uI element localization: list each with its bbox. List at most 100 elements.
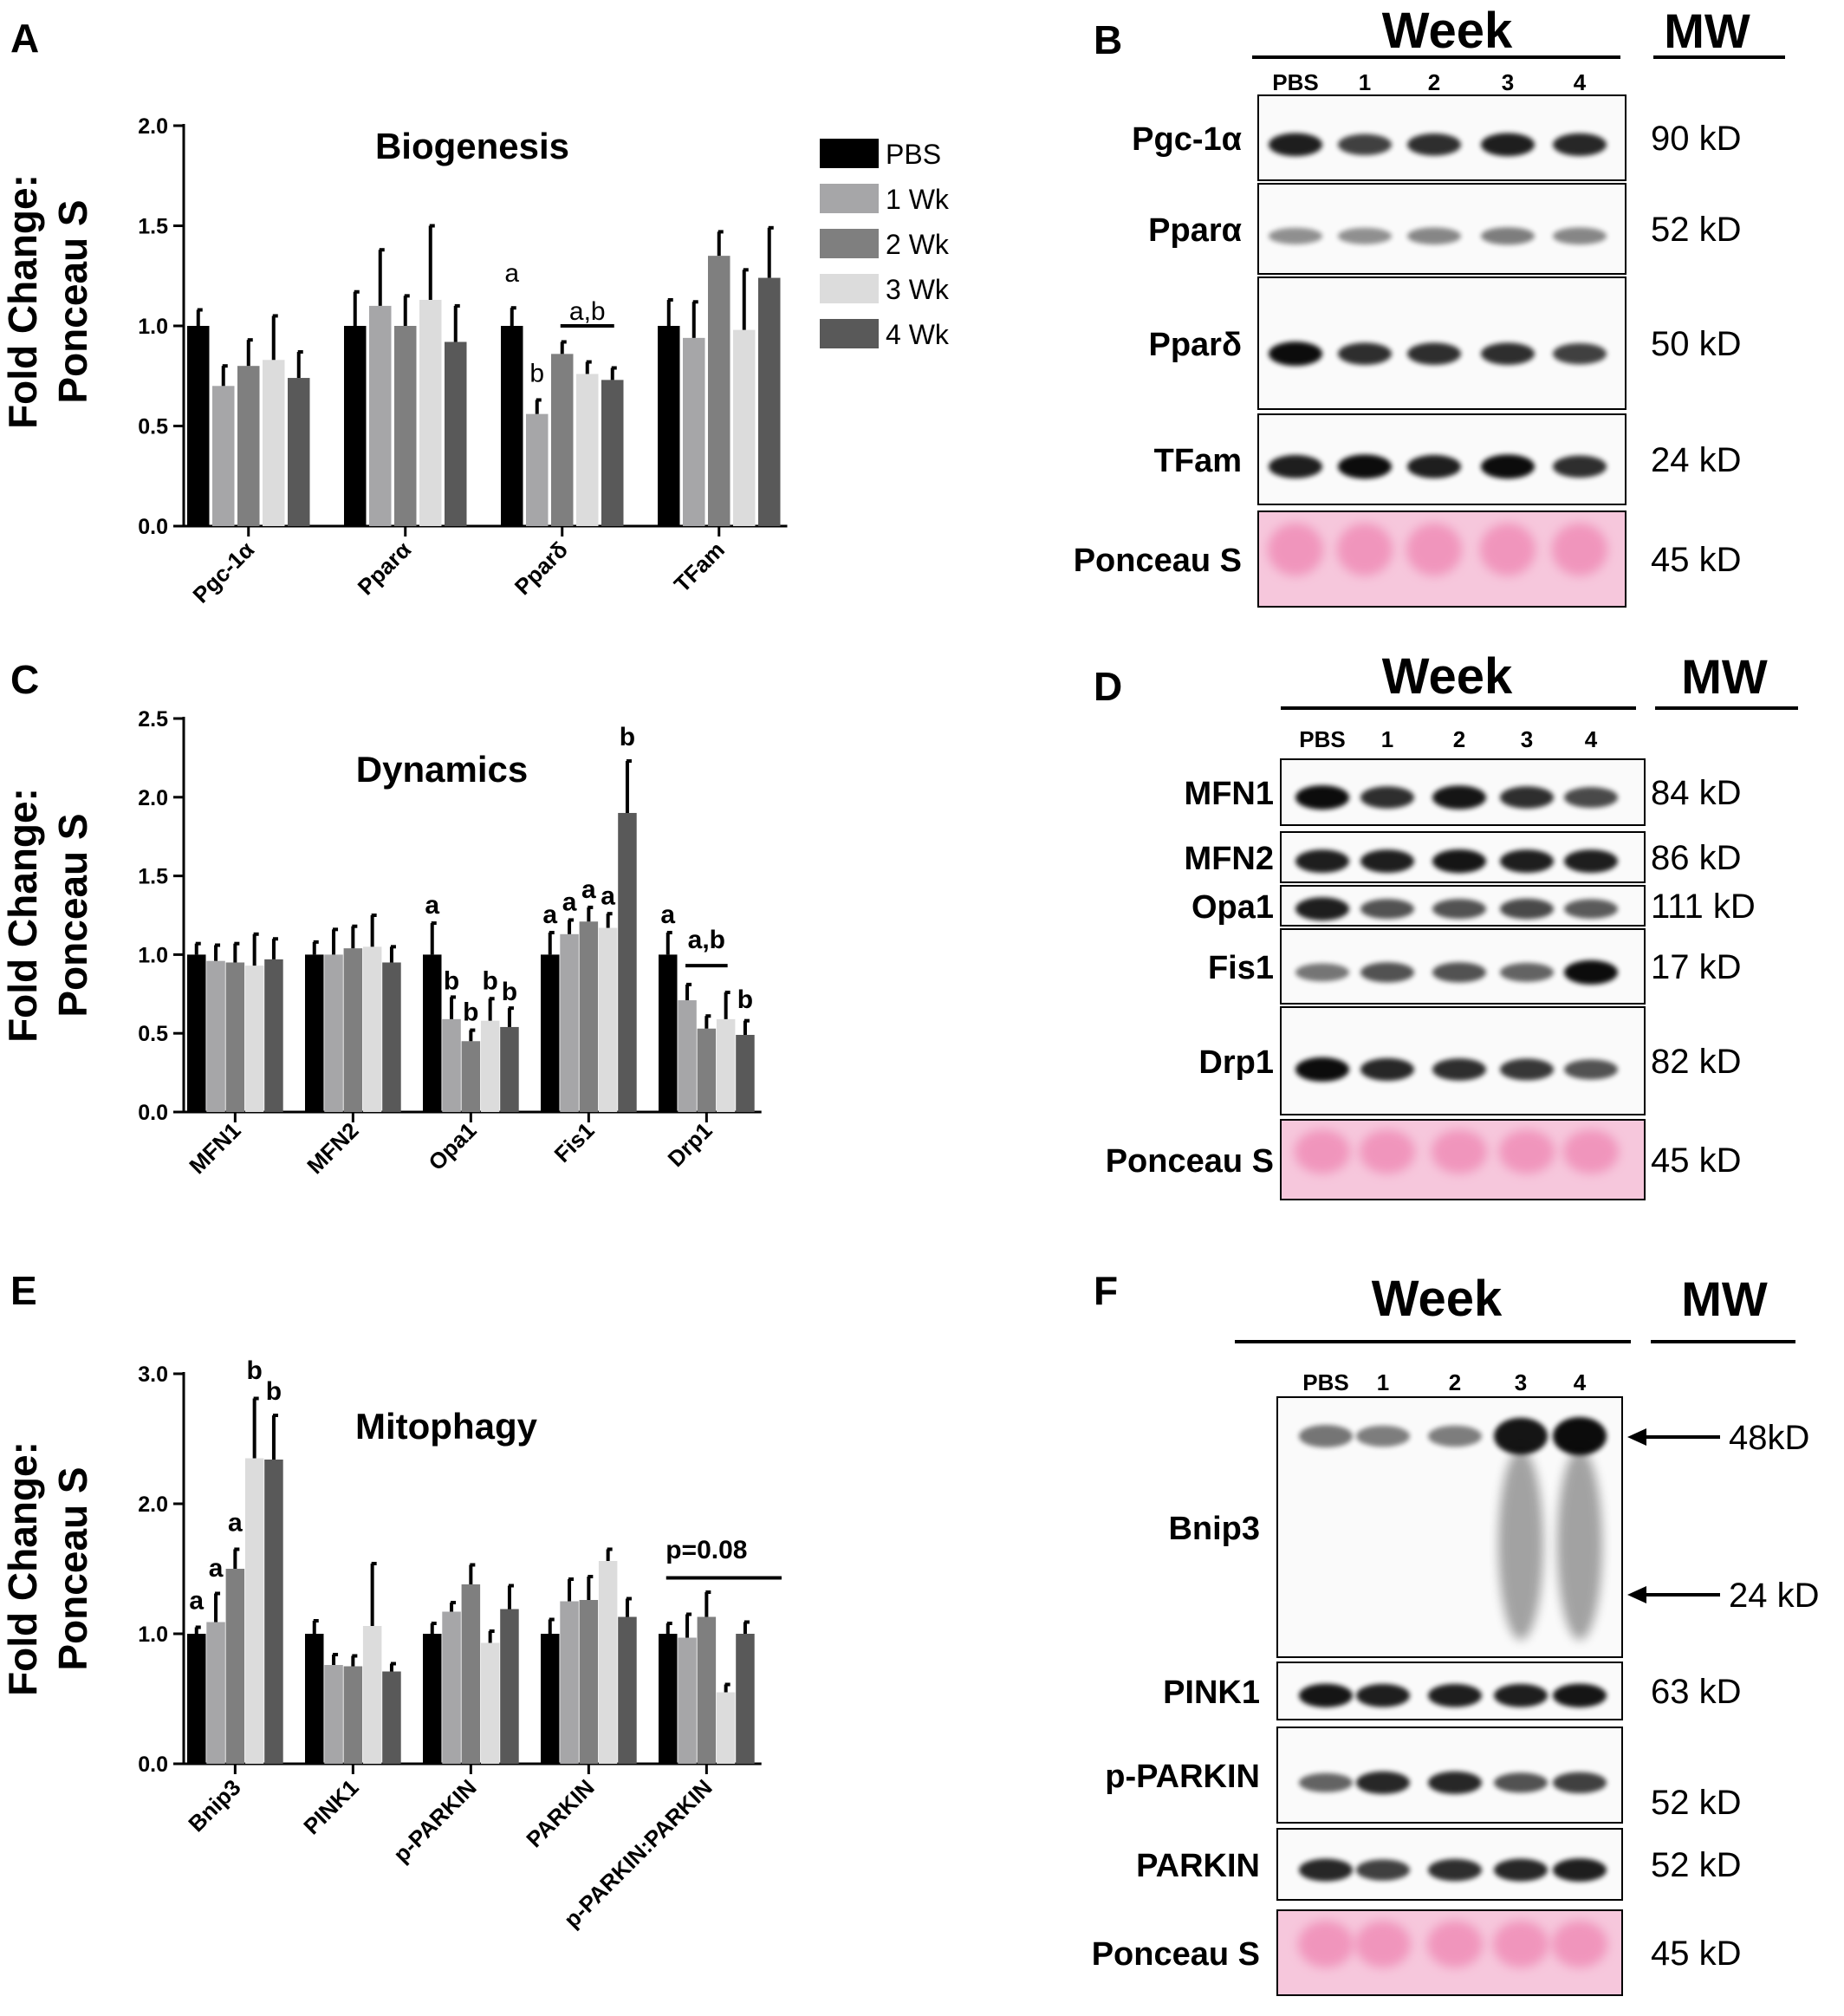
- legend-swatch-1wk: [820, 184, 879, 213]
- blot-band: [1295, 1057, 1349, 1082]
- blot-band: [1360, 786, 1414, 809]
- bar-3wk-3: [480, 1642, 500, 1764]
- blot-band: [1428, 1683, 1482, 1707]
- bar-2wk-1: [225, 1569, 245, 1764]
- chart-title: Biogenesis: [375, 126, 569, 166]
- bar-4wk-3: [500, 1609, 519, 1764]
- blot-row-label: Bnip3: [1168, 1511, 1260, 1547]
- significance-label: a: [581, 875, 596, 904]
- blot-band: [1432, 849, 1486, 874]
- bar-pbs-2: [305, 954, 324, 1112]
- x-category-label: PARKIN: [521, 1774, 599, 1852]
- significance-label: b: [246, 1356, 262, 1385]
- y-tick-label: 1.5: [138, 215, 168, 239]
- significance-label: a: [660, 901, 675, 929]
- bar-2wk-2: [343, 1666, 363, 1764]
- y-axis-label-line2: Ponceau S: [50, 1466, 95, 1670]
- lane-label: 1: [1377, 1369, 1389, 1395]
- legend-label-4wk: 4 Wk: [886, 319, 950, 350]
- significance-label: a: [542, 901, 557, 929]
- bar-3wk-4: [598, 1561, 618, 1764]
- significance-label: a: [189, 1587, 204, 1616]
- blot-band: [1481, 133, 1535, 157]
- bar-pbs-4: [658, 326, 680, 526]
- y-tick-label: 0.0: [138, 1101, 168, 1125]
- bar-4wk-1: [288, 378, 310, 526]
- blot-band: [1299, 1425, 1353, 1447]
- x-category-label: Bnip3: [183, 1774, 245, 1837]
- mw-header: MW: [1664, 3, 1750, 58]
- blot-row-label: Ponceau S: [1092, 1936, 1260, 1973]
- y-tick-label: 3.0: [138, 1362, 168, 1387]
- blot-row-tfam: TFam 24 kD: [1154, 413, 1742, 505]
- blot-row-pgc-1-: Pgc-1α 90 kD: [1132, 94, 1742, 181]
- bar-pbs-5: [659, 954, 678, 1112]
- blot-row-label: p-PARKIN: [1105, 1759, 1260, 1795]
- lane-label: 1: [1381, 726, 1393, 752]
- y-tick-label: 0.5: [138, 415, 168, 439]
- bar-3wk-5: [716, 1692, 736, 1764]
- bar-1wk-2: [324, 1665, 343, 1764]
- blot-band: [1295, 897, 1349, 921]
- y-tick-label: 2.0: [138, 786, 168, 810]
- bar-1wk-4: [683, 337, 705, 526]
- bar-1wk-1: [212, 386, 235, 526]
- y-tick-label: 2.0: [138, 1492, 168, 1517]
- bar-2wk-3: [461, 1041, 481, 1112]
- significance-label: b: [502, 978, 517, 1006]
- arrow-head-icon: [1627, 1428, 1646, 1446]
- legend-label-3wk: 3 Wk: [886, 274, 950, 305]
- bar-4wk-5: [736, 1035, 755, 1112]
- blot-band: [1428, 1771, 1482, 1794]
- lane-label: PBS: [1299, 726, 1345, 752]
- mw-label: 52 kD: [1651, 211, 1742, 249]
- blot-band: [1553, 1417, 1607, 1455]
- blot-band: [1356, 1683, 1410, 1707]
- blot-band: [1553, 133, 1607, 156]
- y-axis-label-line2: Ponceau S: [50, 199, 95, 403]
- bar-1wk-3: [442, 1018, 461, 1112]
- significance-label: a: [228, 1509, 243, 1538]
- bar-4wk-2: [382, 962, 401, 1112]
- mw-label: 24 kD: [1651, 441, 1742, 479]
- y-tick-label: 0.0: [138, 1753, 168, 1777]
- blot-row-label: Ponceau S: [1074, 543, 1242, 579]
- blot-band: [1269, 454, 1322, 478]
- blot-band: [1564, 849, 1618, 874]
- blot-row-fis1: Fis1 17 kD: [1208, 928, 1742, 1005]
- bar-3wk-4: [598, 927, 618, 1112]
- mw-label: 52 kD: [1651, 1846, 1742, 1884]
- blot-band: [1360, 962, 1414, 983]
- blot-row-ponceau-s: Ponceau S 45 kD: [1106, 1119, 1742, 1200]
- lane-label: PBS: [1302, 1369, 1348, 1395]
- blot-row-label: PARKIN: [1136, 1848, 1260, 1884]
- blot-band: [1552, 1921, 1607, 1968]
- bar-pbs-3: [423, 1634, 442, 1764]
- blot-band: [1500, 898, 1554, 920]
- legend-swatch-2wk: [820, 229, 879, 258]
- bar-1wk-5: [678, 1637, 697, 1764]
- bar-4wk-1: [264, 959, 283, 1112]
- mw-label: 45 kD: [1651, 541, 1742, 579]
- blot-band: [1553, 342, 1607, 365]
- bar-4wk-2: [382, 1671, 401, 1764]
- blot-band: [1480, 523, 1536, 576]
- blot-band: [1295, 963, 1349, 982]
- blot-smear: [1557, 1449, 1602, 1640]
- blot-band: [1499, 1129, 1555, 1174]
- bar-pbs-1: [187, 1634, 206, 1764]
- blot-band: [1553, 455, 1607, 478]
- lane-label: 2: [1453, 726, 1465, 752]
- lane-label: 3: [1515, 1369, 1527, 1395]
- blot-band: [1481, 342, 1535, 365]
- bar-4wk-4: [618, 812, 637, 1112]
- blot-band: [1494, 1683, 1548, 1707]
- blot-band: [1564, 959, 1618, 985]
- blot-row-label: TFam: [1154, 443, 1242, 479]
- lane-label: 4: [1574, 69, 1587, 95]
- y-axis-label-line2: Ponceau S: [50, 813, 95, 1017]
- week-header: Week: [1382, 3, 1513, 59]
- y-tick-label: 1.0: [138, 1623, 168, 1647]
- significance-label: a: [209, 1554, 224, 1583]
